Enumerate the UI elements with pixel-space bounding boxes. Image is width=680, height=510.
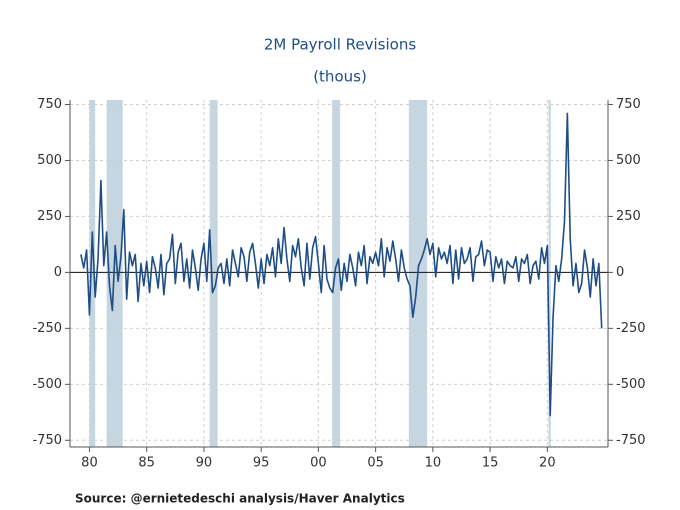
recession-band bbox=[89, 100, 96, 447]
chart-subtitle: (thous) bbox=[313, 68, 367, 86]
y-tick-label: -250 bbox=[32, 321, 62, 336]
y-tick-label: 250 bbox=[37, 209, 62, 224]
y2-tick-label: -250 bbox=[616, 321, 646, 336]
y-tick-label: -500 bbox=[32, 377, 62, 392]
y2-tick-label: 250 bbox=[616, 209, 641, 224]
recession-band bbox=[209, 100, 218, 447]
y2-tick-label: 0 bbox=[616, 265, 624, 280]
y2-tick-label: 500 bbox=[616, 153, 641, 168]
y-tick-label: 750 bbox=[37, 97, 62, 112]
y2-tick-label: -750 bbox=[616, 433, 646, 448]
x-tick-label: 00 bbox=[310, 456, 327, 471]
x-tick-label: 85 bbox=[138, 456, 155, 471]
y-tick-label: 500 bbox=[37, 153, 62, 168]
x-tick-label: 80 bbox=[81, 456, 98, 471]
y2-tick-label: -500 bbox=[616, 377, 646, 392]
x-tick-label: 15 bbox=[482, 456, 499, 471]
x-tick-label: 05 bbox=[367, 456, 384, 471]
y-tick-label: -750 bbox=[32, 433, 62, 448]
y-tick-label: 0 bbox=[54, 265, 62, 280]
x-tick-label: 20 bbox=[539, 456, 556, 471]
series-line bbox=[80, 112, 603, 417]
x-tick-label: 90 bbox=[196, 456, 213, 471]
recession-band bbox=[332, 100, 341, 447]
y2-tick-label: 750 bbox=[616, 97, 641, 112]
chart-title: 2M Payroll Revisions bbox=[264, 36, 416, 54]
x-tick-label: 10 bbox=[425, 456, 442, 471]
x-tick-label: 95 bbox=[253, 456, 270, 471]
source: Source: @ernietedeschi analysis/Haver An… bbox=[75, 492, 405, 506]
recession-band bbox=[548, 100, 551, 447]
